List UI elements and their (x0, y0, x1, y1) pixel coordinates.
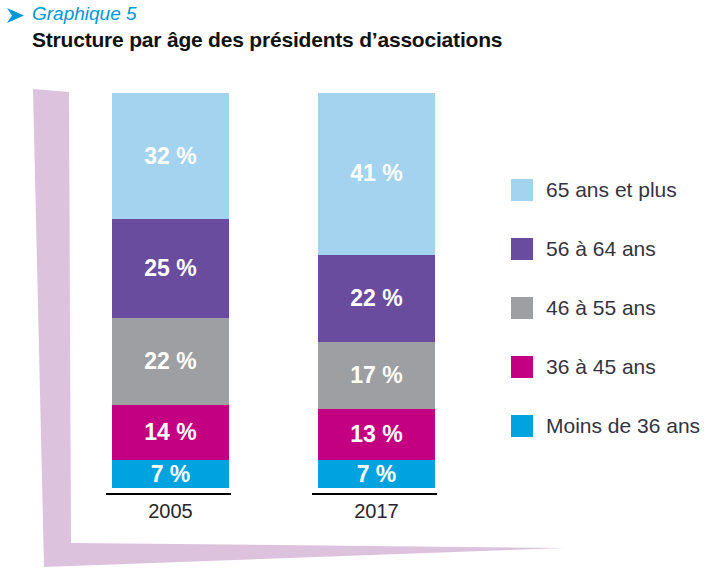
segment-value-label: 7 % (151, 463, 191, 486)
figure-number-label: Graphique 5 (32, 3, 137, 25)
segment-value-label: 13 % (350, 423, 402, 446)
segment-2005-65-ans-et-plus: 32 % (112, 93, 229, 219)
chart-legend: 65 ans et plus 56 à 64 ans 46 à 55 ans 36 à… (511, 179, 700, 474)
segment-value-label: 22 % (350, 287, 402, 310)
legend-item-36-45-ans: 36 à 45 ans (511, 356, 700, 378)
legend-label: 36 à 45 ans (546, 355, 656, 379)
legend-label: 56 à 64 ans (546, 237, 656, 261)
x-axis-label-2005: 2005 (112, 500, 229, 523)
legend-item-moins-de-36-ans: Moins de 36 ans (511, 415, 700, 437)
legend-swatch-46-55-ans (511, 297, 533, 319)
segment-2005-36-45-ans: 14 % (112, 405, 229, 460)
x-axis-line-2017 (312, 493, 437, 495)
x-axis-line-2005 (106, 493, 231, 495)
chevron-right-icon (7, 8, 24, 23)
legend-swatch-moins-de-36-ans (511, 415, 533, 437)
segment-2017-56-64-ans: 22 % (318, 255, 435, 342)
bar-stack-2005: 32 % 25 % 22 % 14 % 7 % (112, 93, 229, 488)
segment-2017-65-ans-et-plus: 41 % (318, 93, 435, 255)
x-axis-label-2017: 2017 (318, 500, 435, 523)
segment-value-label: 25 % (144, 257, 196, 280)
graphique-5-figure: Graphique 5 Structure par âge des présid… (0, 0, 717, 573)
segment-value-label: 7 % (357, 463, 397, 486)
segment-2017-moins-de-36-ans: 7 % (318, 460, 435, 488)
segment-value-label: 32 % (144, 145, 196, 168)
bar-stack-2017: 41 % 22 % 17 % 13 % 7 % (318, 93, 435, 488)
chart-title: Structure par âge des présidents d’assoc… (32, 28, 502, 52)
bar-column-2005: 32 % 25 % 22 % 14 % 7 % 2005 (112, 93, 229, 523)
legend-swatch-56-64-ans (511, 238, 533, 260)
legend-label: 65 ans et plus (546, 178, 677, 202)
segment-value-label: 22 % (144, 350, 196, 373)
segment-2017-46-55-ans: 17 % (318, 342, 435, 409)
segment-2005-56-64-ans: 25 % (112, 219, 229, 318)
legend-swatch-65-ans-et-plus (511, 179, 533, 201)
legend-item-56-64-ans: 56 à 64 ans (511, 238, 700, 260)
segment-value-label: 14 % (144, 421, 196, 444)
legend-item-46-55-ans: 46 à 55 ans (511, 297, 700, 319)
segment-2005-moins-de-36-ans: 7 % (112, 460, 229, 488)
segment-2017-36-45-ans: 13 % (318, 409, 435, 460)
legend-label: Moins de 36 ans (546, 414, 700, 438)
segment-value-label: 41 % (350, 162, 402, 185)
legend-swatch-36-45-ans (511, 356, 533, 378)
bar-column-2017: 41 % 22 % 17 % 13 % 7 % 2017 (318, 93, 435, 523)
segment-value-label: 17 % (350, 364, 402, 387)
legend-label: 46 à 55 ans (546, 296, 656, 320)
segment-2005-46-55-ans: 22 % (112, 318, 229, 405)
legend-item-65-ans-et-plus: 65 ans et plus (511, 179, 700, 201)
